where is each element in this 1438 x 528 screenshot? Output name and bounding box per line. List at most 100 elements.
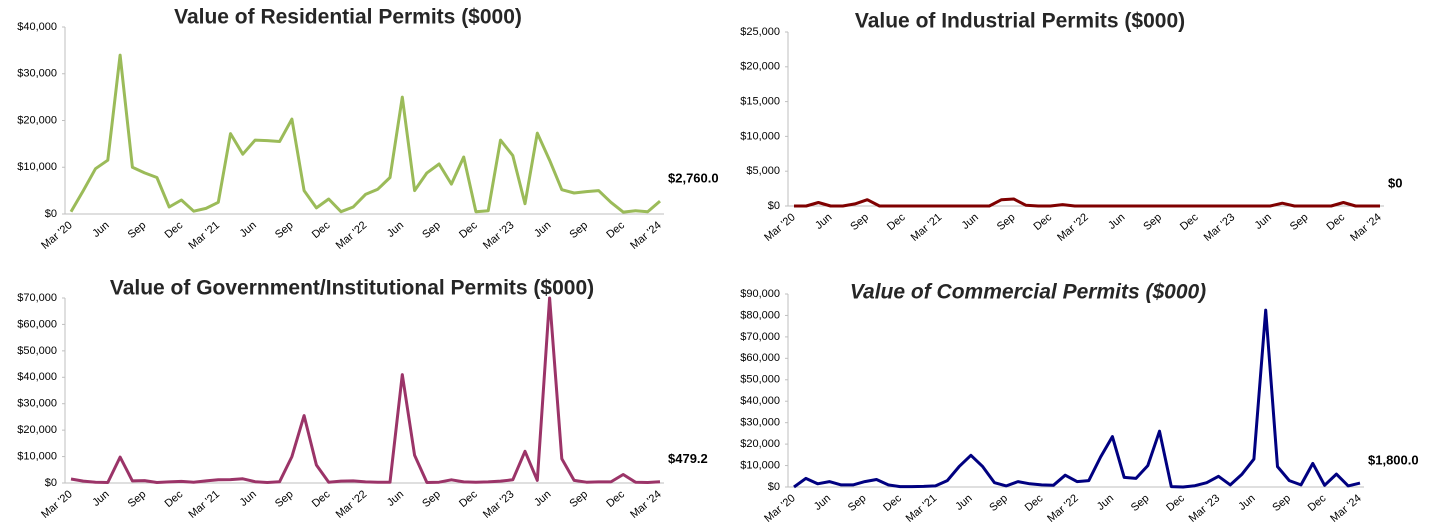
x-tick-label: Mar '20 (762, 211, 798, 244)
x-tick-label: Sep (420, 488, 443, 510)
y-tick-label: $40,000 (17, 21, 57, 33)
line-series (794, 197, 1380, 208)
x-tick-label: Sep (420, 219, 443, 241)
x-tick-label: Dec (457, 219, 480, 241)
x-tick-label: Mar '22 (334, 219, 370, 252)
line-series (793, 308, 1361, 489)
y-tick-label: $5,000 (746, 165, 780, 177)
x-tick-label: Sep (848, 211, 871, 233)
x-tick-label: Mar '24 (1348, 211, 1384, 244)
y-tick-label: $10,000 (17, 161, 57, 173)
x-tick-label: Dec (1023, 492, 1046, 514)
x-tick-label: Jun (1236, 492, 1257, 513)
x-tick-label: Jun (385, 219, 406, 240)
x-tick-label: Jun (813, 211, 834, 232)
y-tick-label: $10,000 (17, 450, 57, 462)
y-tick-label: $80,000 (740, 309, 780, 321)
y-tick-label: $20,000 (17, 424, 57, 436)
x-tick-label: Mar '20 (762, 492, 798, 525)
y-tick-label: $30,000 (17, 398, 57, 410)
x-tick-label: Mar '22 (334, 488, 370, 521)
y-tick-label: $0 (45, 477, 57, 489)
x-tick-label: Dec (310, 219, 333, 241)
x-tick-label: Jun (1253, 211, 1274, 232)
chart-title: Value of Residential Permits ($000) (174, 6, 522, 29)
y-tick-label: $15,000 (740, 96, 780, 108)
x-tick-label: Mar '22 (1045, 492, 1081, 525)
x-tick-label: Jun (532, 488, 553, 509)
data-label: $479.2 (668, 451, 708, 466)
line-series (70, 296, 661, 484)
x-tick-label: Dec (310, 488, 333, 510)
data-label: $2,760.0 (668, 171, 719, 186)
x-tick-label: Dec (604, 219, 627, 241)
y-tick-label: $20,000 (740, 61, 780, 73)
x-tick-label: Dec (881, 492, 904, 514)
y-tick-label: $10,000 (740, 459, 780, 471)
x-tick-label: Sep (567, 219, 590, 241)
y-tick-label: $70,000 (740, 331, 780, 343)
x-tick-label: Mar '24 (628, 488, 664, 521)
x-tick-label: Sep (126, 219, 149, 241)
x-tick-label: Jun (238, 488, 259, 509)
x-tick-label: Mar '20 (39, 219, 75, 252)
x-tick-label: Dec (1324, 211, 1347, 233)
x-tick-label: Mar '21 (186, 219, 222, 252)
x-tick-label: Jun (812, 492, 833, 513)
chart-title: Value of Commercial Permits ($000) (850, 281, 1206, 304)
x-tick-label: Jun (238, 219, 259, 240)
chart-title: Value of Industrial Permits ($000) (855, 10, 1185, 33)
x-tick-label: Jun (90, 219, 111, 240)
y-tick-label: $30,000 (17, 68, 57, 80)
y-tick-label: $20,000 (740, 438, 780, 450)
y-tick-label: $50,000 (740, 374, 780, 386)
x-tick-label: Sep (273, 219, 296, 241)
y-tick-label: $60,000 (740, 352, 780, 364)
x-tick-label: Mar '23 (481, 219, 517, 252)
y-tick-label: $70,000 (17, 292, 57, 304)
y-tick-label: $20,000 (17, 114, 57, 126)
x-tick-label: Dec (457, 488, 480, 510)
x-tick-label: Sep (846, 492, 869, 514)
y-tick-label: $40,000 (740, 395, 780, 407)
y-tick-label: $10,000 (740, 130, 780, 142)
line-series (69, 53, 661, 214)
x-tick-label: Sep (1141, 211, 1164, 233)
y-tick-label: $60,000 (17, 318, 57, 330)
x-tick-label: Jun (90, 488, 111, 509)
y-tick-label: $90,000 (740, 288, 780, 300)
x-tick-label: Mar '20 (39, 488, 75, 521)
y-tick-label: $25,000 (740, 26, 780, 38)
x-tick-label: Sep (987, 492, 1010, 514)
x-tick-label: Jun (953, 492, 974, 513)
x-tick-label: Sep (126, 488, 149, 510)
x-tick-label: Sep (1288, 211, 1311, 233)
data-label: $1,800.0 (1368, 453, 1419, 468)
x-tick-label: Sep (273, 488, 296, 510)
x-tick-label: Sep (567, 488, 590, 510)
x-tick-label: Mar '21 (909, 211, 945, 244)
x-tick-label: Jun (385, 488, 406, 509)
x-tick-label: Jun (1106, 211, 1127, 232)
x-tick-label: Dec (885, 211, 908, 233)
data-label: $0 (1388, 175, 1402, 190)
x-tick-label: Dec (1031, 211, 1054, 233)
x-tick-label: Mar '21 (904, 492, 940, 525)
x-tick-label: Sep (995, 211, 1018, 233)
x-tick-label: Dec (163, 219, 186, 241)
x-tick-label: Mar '24 (628, 219, 664, 252)
x-tick-label: Jun (532, 219, 553, 240)
x-tick-label: Dec (1178, 211, 1201, 233)
y-tick-label: $0 (768, 481, 780, 493)
y-tick-label: $0 (45, 208, 57, 220)
x-tick-label: Dec (1164, 492, 1187, 514)
y-tick-label: $30,000 (740, 417, 780, 429)
x-tick-label: Mar '23 (481, 488, 517, 521)
chart-title: Value of Government/Institutional Permit… (110, 277, 594, 300)
x-tick-label: Dec (604, 488, 627, 510)
x-tick-label: Dec (1306, 492, 1329, 514)
x-tick-label: Sep (1270, 492, 1293, 514)
x-tick-label: Jun (960, 211, 981, 232)
x-tick-label: Mar '23 (1202, 211, 1238, 244)
